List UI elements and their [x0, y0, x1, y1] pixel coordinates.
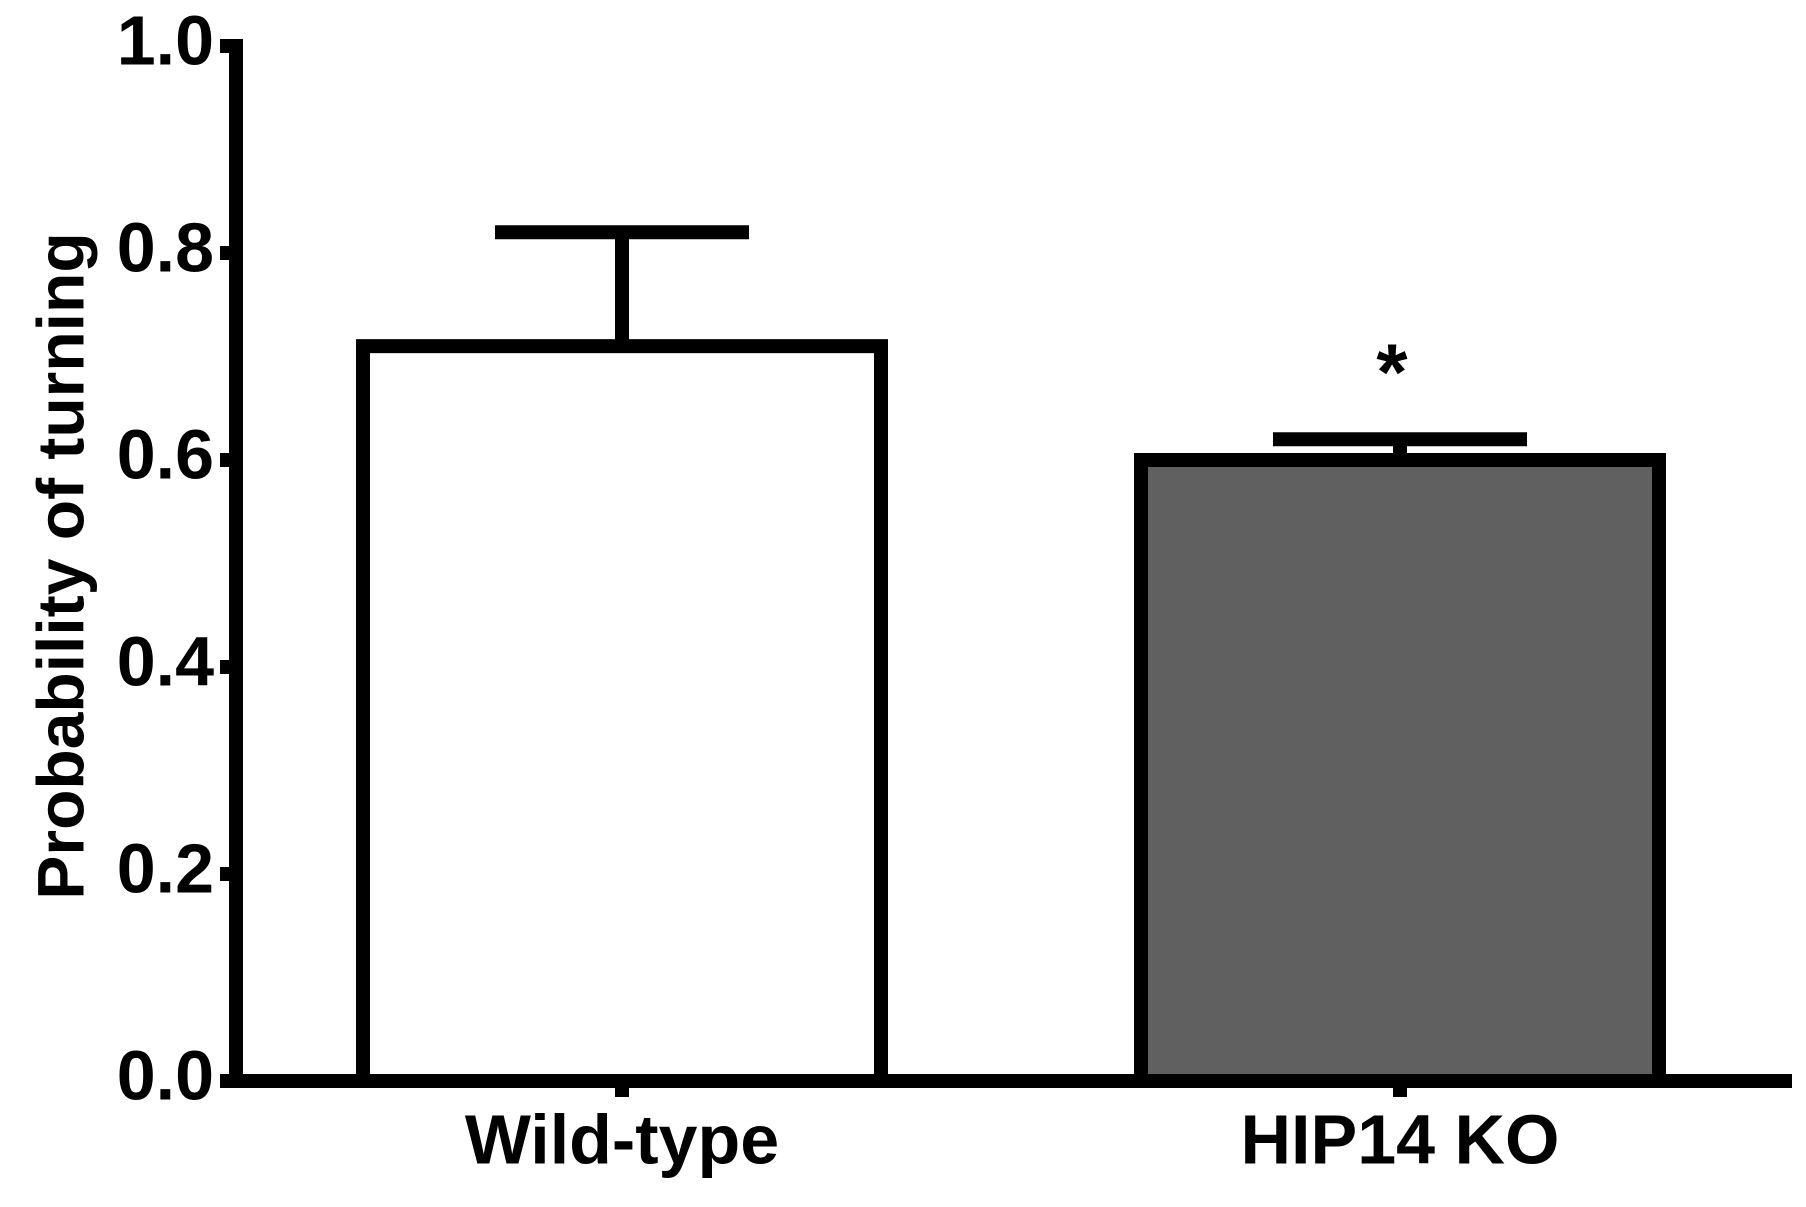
- bar: [356, 339, 888, 1088]
- y-tick-label: 0.8: [117, 208, 214, 286]
- y-tick-label: 0.0: [117, 1036, 214, 1114]
- x-tick-label: Wild-type: [465, 1100, 779, 1178]
- y-axis-label: Probability of turning: [23, 232, 97, 899]
- x-tick-label: HIP14 KO: [1241, 1100, 1560, 1178]
- y-tick-label: 0.4: [117, 622, 214, 700]
- y-tick-label: 0.2: [117, 829, 214, 907]
- y-tick-label: 1.0: [117, 1, 214, 79]
- y-tick-label: 0.6: [117, 415, 214, 493]
- bar: [1134, 453, 1666, 1088]
- significance-marker: *: [1376, 327, 1408, 416]
